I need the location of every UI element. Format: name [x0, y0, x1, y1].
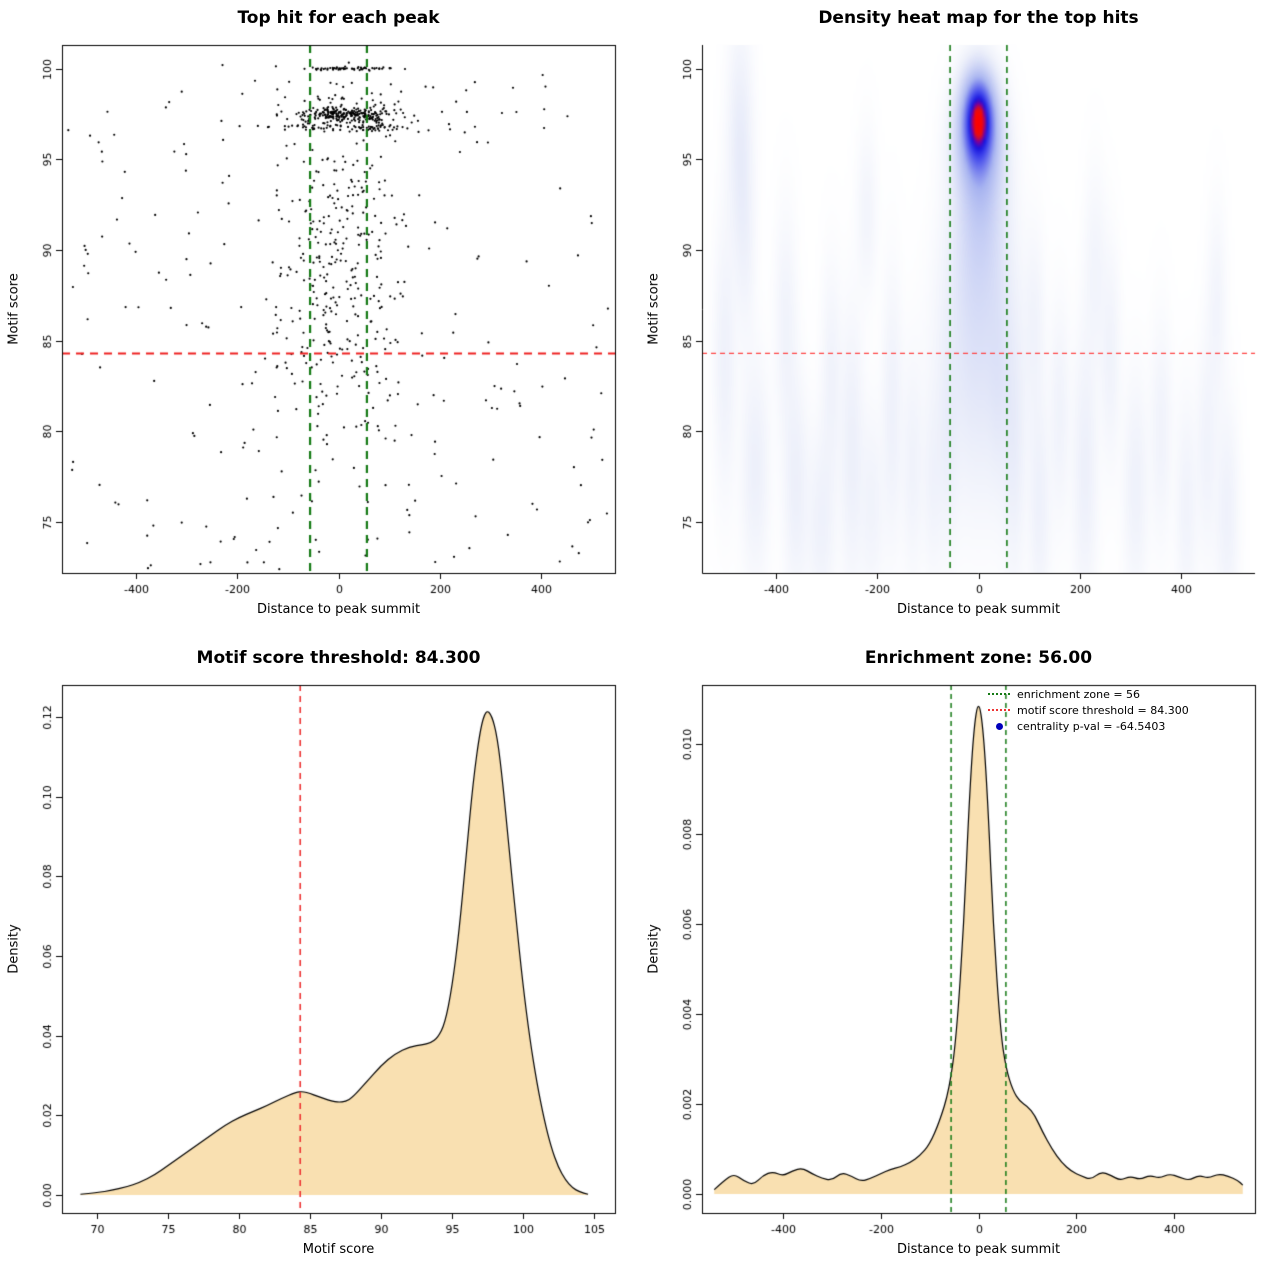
- legend-label: enrichment zone = 56: [1017, 687, 1141, 701]
- distance-density-canvas: [640, 640, 1280, 1280]
- legend-item-centrality-pval: centrality p-val = -64.5403: [988, 718, 1189, 734]
- heatmap-canvas: [640, 0, 1280, 640]
- score-density-panel: Motif score threshold: 84.300 Motif scor…: [0, 640, 640, 1280]
- heatmap-xlabel: Distance to peak summit: [896, 602, 1061, 617]
- heatmap-ylabel: Motif score: [646, 273, 662, 345]
- legend-label: motif score threshold = 84.300: [1017, 703, 1189, 717]
- score-density-ylabel: Density: [6, 924, 22, 974]
- distance-density-ylabel: Density: [646, 924, 662, 974]
- scatter-ylabel: Motif score: [6, 273, 22, 345]
- scatter-panel: Top hit for each peak Distance to peak s…: [0, 0, 640, 640]
- scatter-xlabel: Distance to peak summit: [256, 602, 421, 617]
- distance-density-xlabel: Distance to peak summit: [896, 1242, 1061, 1257]
- legend-item-score-threshold: motif score threshold = 84.300: [988, 702, 1189, 718]
- scatter-canvas: [0, 0, 640, 640]
- legend-label: centrality p-val = -64.5403: [1017, 719, 1166, 733]
- scatter-title: Top hit for each peak: [237, 8, 440, 28]
- dotted-line-swatch: [988, 693, 1010, 695]
- score-density-xlabel: Motif score: [302, 1242, 375, 1257]
- dotted-line-swatch: [988, 709, 1010, 711]
- heatmap-title: Density heat map for the top hits: [818, 8, 1139, 28]
- score-density-title: Motif score threshold: 84.300: [196, 648, 481, 668]
- dot-swatch: [996, 722, 1003, 730]
- distance-density-panel: Enrichment zone: 56.00 Distance to peak …: [640, 640, 1280, 1280]
- score-density-canvas: [0, 640, 640, 1280]
- distance-density-title: Enrichment zone: 56.00: [864, 648, 1093, 668]
- legend-item-enrichment-zone: enrichment zone = 56: [988, 686, 1189, 702]
- legend: enrichment zone = 56 motif score thresho…: [988, 686, 1189, 734]
- heatmap-panel: Density heat map for the top hits Distan…: [640, 0, 1280, 640]
